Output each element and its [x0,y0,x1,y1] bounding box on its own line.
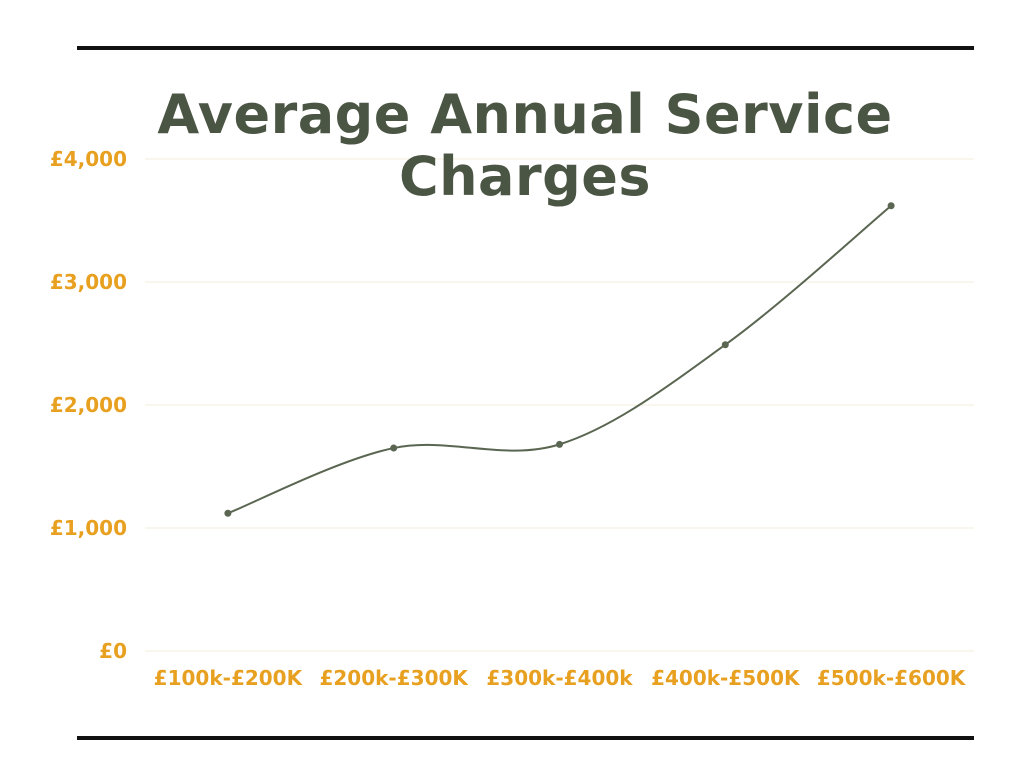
x-axis-ticks: £100k-£200K £200k-£300K £300k-£400k £400k-£… [154,666,967,690]
x-tick-label: £400k-£500K [651,666,801,690]
y-axis-ticks: £0 £1,000 £2,000 £3,000 £4,000 [50,147,127,663]
y-tick-label: £4,000 [50,147,127,171]
y-tick-label: £1,000 [50,516,127,540]
data-point [556,440,563,448]
series [224,202,895,517]
x-tick-label: £300k-£400k [486,666,633,690]
bottom-divider [77,736,974,740]
y-tick-label: £2,000 [50,393,127,417]
y-tick-label: £3,000 [50,270,127,294]
data-point [224,509,232,517]
data-point [721,341,729,349]
x-tick-label: £100k-£200K [154,666,304,690]
data-point [887,202,895,210]
series-line [227,204,892,515]
top-divider [77,46,974,50]
x-tick-label: £500k-£600K [817,666,967,690]
y-tick-label: £0 [99,639,127,663]
gridlines [145,158,974,652]
x-tick-label: £200k-£300K [319,666,469,690]
data-point [390,444,398,452]
chart-title: Average Annual Service Charges [157,83,893,208]
